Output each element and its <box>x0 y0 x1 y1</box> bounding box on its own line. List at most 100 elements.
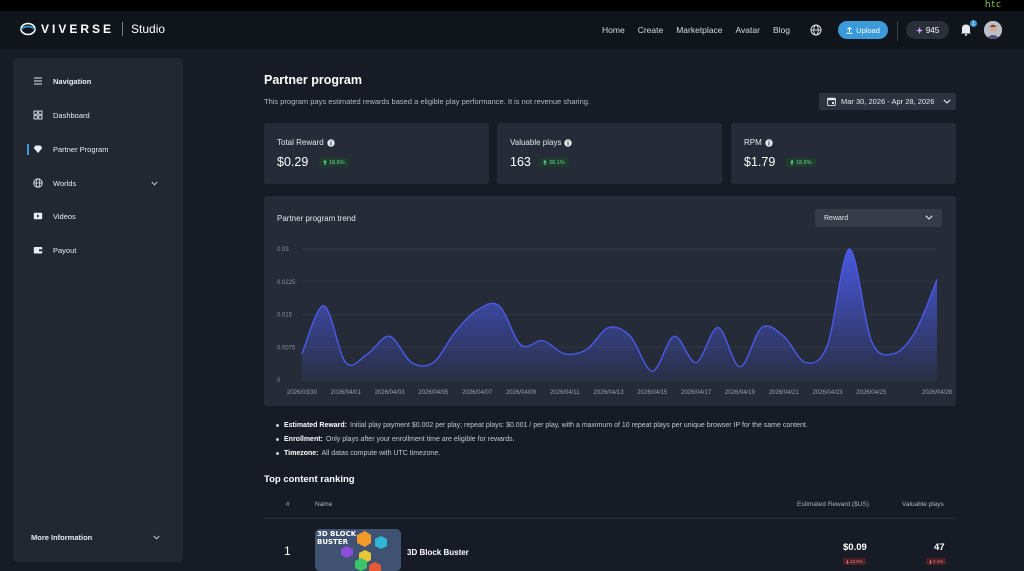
plays-change-value: 2.1% <box>933 559 944 564</box>
nav-divider <box>897 21 898 41</box>
nav-blog[interactable]: Blog <box>772 25 790 35</box>
sidebar-active-indicator <box>27 144 29 155</box>
brand-name: VIVERSE <box>41 22 115 36</box>
note-term: Enrollment: <box>284 435 323 443</box>
points-balance[interactable]: 945 <box>906 21 949 39</box>
note-enrollment: Enrollment: Only plays after your enroll… <box>276 432 808 446</box>
chevron-down-icon[interactable] <box>153 535 160 540</box>
sidebar-item-label: Videos <box>53 211 76 221</box>
stat-change-value: 18.8% <box>796 159 812 166</box>
y-tick-label: 0.0075 <box>277 345 296 351</box>
x-tick-label: 2026/04/19 <box>725 390 756 396</box>
sidebar-item-worlds[interactable]: Worlds <box>33 178 76 188</box>
bell-icon[interactable] <box>960 23 972 36</box>
note-term: Estimated Reward: <box>284 421 348 429</box>
arrow-down-icon <box>929 559 932 564</box>
chevron-down-icon <box>925 215 933 220</box>
wallet-icon <box>33 247 43 254</box>
x-tick-label: 2026/04/01 <box>331 390 362 396</box>
chart-title: Partner program trend <box>277 214 356 223</box>
diamond-icon <box>33 145 43 153</box>
stat-label: Valuable plays <box>510 138 573 147</box>
stat-card-valuable-plays: Valuable plays 163 38.1% <box>497 123 722 184</box>
stat-label-text: RPM <box>744 138 762 147</box>
sidebar-item-label: Worlds <box>53 178 77 188</box>
dashboard-icon <box>33 110 43 120</box>
content-thumbnail[interactable]: 3D BLOCK BUSTER <box>315 529 401 571</box>
thumbnail-title: 3D BLOCK BUSTER <box>317 530 357 546</box>
sidebar-item-payout[interactable]: Payout <box>33 245 76 255</box>
x-tick-label: 2026/04/05 <box>418 390 449 396</box>
block-buster-thumbnail-icon <box>315 529 401 571</box>
sidebar-item-label: Payout <box>53 245 77 255</box>
x-tick-label: 2026/04/11 <box>550 390 580 396</box>
info-icon[interactable] <box>326 138 335 147</box>
note-term: Timezone: <box>284 449 319 457</box>
x-tick-label: 2026/03/30 <box>287 390 318 396</box>
stat-label: RPM <box>744 138 773 147</box>
stat-value: $1.79 <box>744 155 776 169</box>
note-text: All datas compute with UTC timezone. <box>321 449 441 457</box>
note-text: Only plays after your enrollment time ar… <box>325 435 515 443</box>
program-notes: Estimated Reward: Initial play payment $… <box>276 418 808 460</box>
x-tick-label: 2026/04/07 <box>462 390 493 396</box>
arrow-down-icon <box>846 559 849 564</box>
row-rank: 1 <box>284 544 291 558</box>
nav-avatar[interactable]: Avatar <box>735 25 760 35</box>
sidebar-item-partner-program[interactable]: Partner Program <box>33 144 108 154</box>
stat-value: 163 <box>510 155 531 169</box>
trend-line <box>301 248 938 372</box>
x-tick-label: 2026/04/17 <box>681 390 712 396</box>
upload-button[interactable]: Upload <box>838 21 888 39</box>
avatar[interactable] <box>984 21 1002 39</box>
chevron-down-icon[interactable] <box>151 181 158 186</box>
arrow-up-icon <box>543 160 547 165</box>
sidebar-item-navigation[interactable]: Navigation <box>33 76 91 86</box>
sidebar-item-videos[interactable]: Videos <box>33 211 76 221</box>
page-title: Partner program <box>264 73 362 87</box>
sidebar-more-information[interactable]: More Information <box>31 533 92 542</box>
user-avatar-icon <box>984 21 1002 39</box>
row-reward: $0.09 <box>843 542 867 553</box>
note-timezone: Timezone: All datas compute with UTC tim… <box>276 446 808 460</box>
nav-create[interactable]: Create <box>637 25 664 35</box>
stat-card-total-reward: Total Reward $0.29 18.8% <box>264 123 489 184</box>
plays-change-badge: 2.1% <box>926 558 947 565</box>
upload-icon <box>846 26 853 34</box>
trend-area <box>302 248 937 380</box>
brand-logo[interactable]: VIVERSE Studio <box>20 22 165 36</box>
stat-change-value: 38.1% <box>549 159 565 166</box>
nav-marketplace[interactable]: Marketplace <box>676 25 723 35</box>
date-range-picker[interactable]: Mar 30, 2026 - Apr 28, 2026 <box>819 93 956 110</box>
globe-icon <box>33 178 43 188</box>
info-icon[interactable] <box>564 138 573 147</box>
x-tick-label: 2026/04/28 <box>922 390 953 396</box>
stat-value: $0.29 <box>277 155 309 169</box>
stat-label: Total Reward <box>277 138 335 147</box>
sidebar-item-label: Dashboard <box>53 110 90 120</box>
stat-label-text: Valuable plays <box>510 138 562 147</box>
trend-chart: 0 0.0075 0.015 0.0225 0.03 2026/03/30 2026/04… <box>277 247 953 396</box>
top-navigation: VIVERSE Studio Home Create Marketplace A… <box>0 11 1024 49</box>
sidebar-item-dashboard[interactable]: Dashboard <box>33 110 90 120</box>
sidebar-item-label: Partner Program <box>53 144 109 154</box>
x-tick-label: 2026/04/03 <box>375 390 406 396</box>
nav-links: Home Create Marketplace Avatar Blog <box>602 25 790 35</box>
notification-badge: 1 <box>970 20 977 27</box>
y-tick-label: 0.03 <box>277 247 289 253</box>
sidebar-footer-label: More Information <box>31 533 93 542</box>
bullet <box>276 423 279 427</box>
metric-select[interactable]: Reward <box>815 209 942 227</box>
x-tick-label: 2026/04/21 <box>769 390 800 396</box>
chevron-down-icon <box>943 99 951 104</box>
y-tick-label: 0 <box>277 378 281 384</box>
stat-card-rpm: RPM $1.79 18.8% <box>731 123 956 184</box>
stat-change-badge: 18.8% <box>786 158 816 167</box>
nav-home[interactable]: Home <box>602 25 625 35</box>
info-icon[interactable] <box>765 138 773 147</box>
x-tick-label: 2026/04/25 <box>856 390 887 396</box>
stat-change-value: 18.8% <box>329 159 345 166</box>
sparkle-icon <box>915 26 923 34</box>
row-name[interactable]: 3D Block Buster <box>407 548 469 557</box>
globe-icon[interactable] <box>810 24 822 36</box>
